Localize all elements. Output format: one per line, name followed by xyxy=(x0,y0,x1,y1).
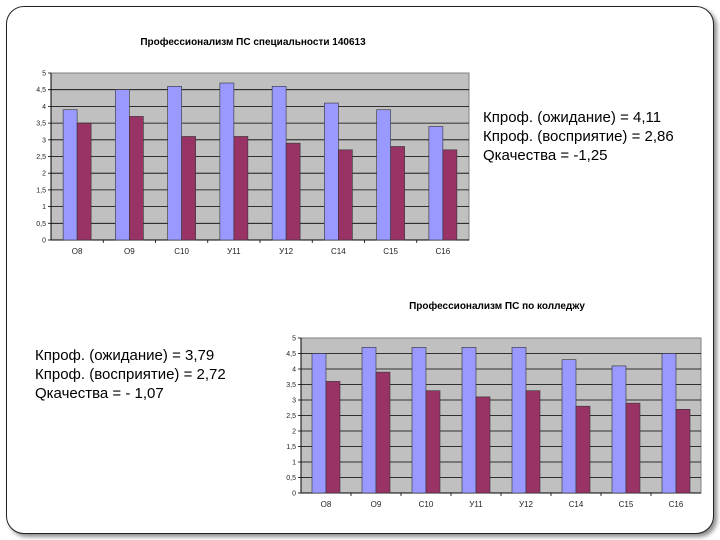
category-label: У12 xyxy=(519,500,534,509)
y-tick-label: 3 xyxy=(292,398,296,405)
bar xyxy=(324,102,339,241)
bar xyxy=(661,353,677,494)
category-label: С14 xyxy=(569,500,584,509)
note-college-line: Qкачества = - 1,07 xyxy=(35,385,164,402)
bar xyxy=(442,149,458,241)
y-tick-label: 2,5 xyxy=(286,413,296,420)
y-tick-label: 3,5 xyxy=(286,382,296,389)
bar xyxy=(62,109,78,241)
bar xyxy=(511,346,527,494)
category-label: С14 xyxy=(331,247,346,256)
y-tick-label: 3,5 xyxy=(36,121,46,128)
bar xyxy=(271,86,287,241)
category-label: О9 xyxy=(124,247,135,256)
y-tick-label: 1 xyxy=(42,204,46,211)
note-college-line: Кпроф. (ожидание) = 3,79 xyxy=(35,347,215,364)
category-label: У11 xyxy=(227,247,241,256)
chart-title: Профессионализм ПС по колледжу xyxy=(409,300,585,312)
category-label: О8 xyxy=(321,500,332,509)
bar xyxy=(425,390,441,494)
category-label: С16 xyxy=(669,500,684,509)
bar xyxy=(376,109,391,241)
bar xyxy=(375,371,391,494)
y-tick-label: 4,5 xyxy=(36,87,46,94)
bar xyxy=(285,142,301,241)
category-label: У12 xyxy=(279,247,294,256)
note-specialty-line: Кпроф. (восприятие) = 2,86 xyxy=(483,128,674,145)
y-tick-label: 4 xyxy=(292,367,296,374)
note-specialty: Кпроф. (ожидание) = 4,11 Кпроф. (восприя… xyxy=(483,108,674,165)
y-tick-label: 0 xyxy=(292,491,296,498)
bar xyxy=(428,126,444,241)
y-tick-label: 4 xyxy=(42,104,46,111)
y-tick-label: 5 xyxy=(292,336,296,343)
bar xyxy=(219,82,235,241)
bar xyxy=(561,359,577,494)
bar xyxy=(390,146,405,241)
category-label: С10 xyxy=(419,500,434,509)
bar xyxy=(233,136,249,241)
bar xyxy=(76,122,92,241)
bar xyxy=(575,405,591,494)
y-tick-label: 0,5 xyxy=(36,221,46,228)
bar xyxy=(129,116,144,241)
note-specialty-line: Qкачества = -1,25 xyxy=(483,147,608,164)
chart-college-svg: Профессионализм ПС по колледжу 0 0,5 1 1,5 2 2… xyxy=(286,300,702,509)
bar xyxy=(525,390,541,494)
note-college-line: Кпроф. (восприятие) = 2,72 xyxy=(35,366,226,383)
chart-title: Профессионализм ПС специальности 140613 xyxy=(140,36,366,48)
note-college: Кпроф. (ожидание) = 3,79 Кпроф. (восприя… xyxy=(35,346,226,403)
y-tick-label: 0,5 xyxy=(286,475,296,482)
bar xyxy=(625,402,641,494)
bar xyxy=(475,396,491,494)
category-label: С15 xyxy=(619,500,634,509)
category-label: У11 xyxy=(469,500,483,509)
y-tick-label: 0 xyxy=(42,238,46,245)
chart-college: Профессионализм ПС по колледжу 0 0,5 1 1,5 2 2… xyxy=(261,287,709,527)
bar xyxy=(167,86,182,241)
note-specialty-line: Кпроф. (ожидание) = 4,11 xyxy=(483,109,662,126)
chart-specialty-svg: Профессионализм ПС специальности 140613 0… xyxy=(36,36,470,256)
y-tick-label: 5 xyxy=(42,71,46,78)
category-label: О8 xyxy=(72,247,83,256)
y-tick-label: 4,5 xyxy=(286,351,296,358)
category-label: О9 xyxy=(371,500,382,509)
y-tick-label: 1,5 xyxy=(36,187,46,194)
bar xyxy=(411,346,427,494)
y-tick-label: 3 xyxy=(42,137,46,144)
slide-frame: Профессионализм ПС специальности 140613 0… xyxy=(6,6,714,534)
y-tick-label: 2 xyxy=(42,171,46,178)
bar xyxy=(611,365,627,494)
y-tick-label: 2 xyxy=(292,429,296,436)
bar xyxy=(311,353,327,494)
bar xyxy=(361,346,377,494)
bar xyxy=(675,409,691,494)
category-label: С10 xyxy=(174,247,189,256)
category-label: С16 xyxy=(436,247,451,256)
category-label: С15 xyxy=(383,247,398,256)
chart-specialty: Профессионализм ПС специальности 140613 0… xyxy=(31,29,481,274)
bar xyxy=(181,136,196,241)
bar xyxy=(338,149,353,241)
bar xyxy=(325,381,341,494)
bar xyxy=(461,346,477,494)
y-tick-label: 1 xyxy=(292,460,296,467)
y-tick-label: 1,5 xyxy=(286,444,296,451)
bar xyxy=(115,89,130,241)
y-tick-label: 2,5 xyxy=(36,154,46,161)
